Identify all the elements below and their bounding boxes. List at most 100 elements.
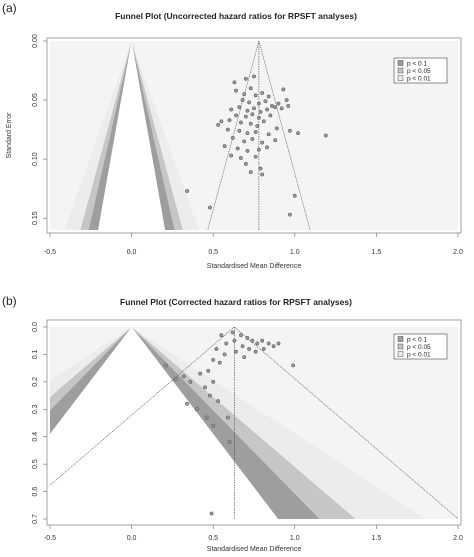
data-point <box>250 137 255 141</box>
data-point <box>247 346 252 351</box>
data-point <box>252 106 256 111</box>
data-point <box>265 107 270 112</box>
data-point <box>232 80 237 85</box>
data-point <box>260 140 265 145</box>
nonsignificant-region <box>98 41 166 230</box>
data-points <box>185 74 328 235</box>
data-point <box>222 352 227 357</box>
data-point <box>245 336 250 340</box>
y-tick-label: 0.00 <box>32 34 39 48</box>
data-point <box>181 374 186 379</box>
data-point <box>211 423 216 428</box>
x-tick-label: 2.0 <box>453 249 463 256</box>
funnel-right-line <box>234 327 458 519</box>
data-point <box>253 93 258 98</box>
data-point <box>258 166 263 171</box>
data-point <box>238 155 243 160</box>
funnel-left-line <box>207 41 260 230</box>
legend-label: p < 0.1 <box>407 336 427 343</box>
data-point <box>225 127 230 132</box>
data-point <box>207 205 212 210</box>
data-point <box>323 133 328 138</box>
y-tick-label: 0.0 <box>32 322 39 332</box>
data-point <box>242 139 247 144</box>
data-point <box>230 135 235 140</box>
panel-a: (a) Funnel Plot (Uncorrected hazard ratio… <box>2 1 463 270</box>
y-tick-label: 0.3 <box>32 404 39 414</box>
legend-label: p < 0.01 <box>407 75 431 82</box>
data-point <box>273 105 278 110</box>
plot-frame <box>46 37 462 234</box>
legend: p < 0.1p < 0.05p < 0.01 <box>393 57 448 84</box>
data-point <box>238 120 243 125</box>
data-point <box>287 128 292 133</box>
data-point <box>163 363 168 368</box>
data-point <box>287 212 292 217</box>
data-point <box>296 131 301 136</box>
y-axis: 0.00 0.05 0.10 0.15 <box>32 34 47 225</box>
contour-band-right <box>131 41 175 230</box>
x-tick-label: 1.5 <box>372 535 382 542</box>
legend-swatch <box>397 343 404 350</box>
data-point <box>242 92 247 97</box>
data-point <box>291 363 296 368</box>
data-point <box>188 379 193 384</box>
legend-swatch <box>397 60 404 66</box>
data-point <box>255 341 260 346</box>
data-point <box>250 338 255 343</box>
legend-swatch <box>397 67 404 74</box>
data-point <box>198 371 203 376</box>
data-point <box>238 333 243 338</box>
data-point <box>268 113 273 118</box>
panel-label: (a) <box>2 1 17 15</box>
data-point <box>202 232 205 235</box>
data-point <box>227 440 232 445</box>
data-point <box>274 126 279 131</box>
funnel-contours <box>50 327 426 519</box>
contour-band-left <box>50 327 132 397</box>
x-tick-label: 0.0 <box>127 535 137 542</box>
data-point <box>206 368 211 373</box>
data-point <box>229 107 234 112</box>
x-tick-label: 0.5 <box>208 249 218 256</box>
x-tick-label: 0.5 <box>208 535 218 542</box>
data-point <box>194 407 199 412</box>
data-point <box>292 193 297 198</box>
contour-band-right <box>131 327 426 519</box>
data-point <box>266 341 271 346</box>
data-point <box>225 415 230 420</box>
data-point <box>219 119 224 124</box>
data-point <box>260 338 265 343</box>
data-point <box>248 86 253 91</box>
data-point <box>216 399 221 404</box>
x-axis: -0.5 0.0 0.5 1.0 1.5 2.0 <box>44 525 463 542</box>
funnel-left-line <box>50 327 235 486</box>
data-point <box>263 99 268 104</box>
legend-swatch <box>397 336 404 342</box>
data-point <box>270 104 274 108</box>
data-point <box>203 385 207 390</box>
data-point <box>243 114 248 119</box>
data-point <box>227 118 232 123</box>
data-point <box>229 153 234 158</box>
legend-label: p < 0.1 <box>407 60 427 67</box>
x-axis-label: Standardised Mean Difference <box>207 263 302 270</box>
data-point <box>247 100 252 105</box>
contour-band-right <box>131 41 199 230</box>
data-point <box>253 349 258 354</box>
y-tick-label: 0.7 <box>32 514 39 524</box>
y-tick-label: 0.1 <box>32 349 39 359</box>
contour-band-right <box>131 327 320 519</box>
data-point <box>240 98 245 103</box>
x-axis: -0.5 0.0 0.5 1.0 1.5 2.0 <box>44 233 463 256</box>
data-point <box>219 333 224 338</box>
chart-title: Funnel Plot (Corrected hazard ratios for… <box>120 297 352 307</box>
data-point <box>245 108 250 113</box>
data-point <box>185 401 190 406</box>
panel-b: (b) Funnel Plot (Corrected hazard ratios … <box>2 294 463 553</box>
legend-label: p < 0.05 <box>407 68 431 75</box>
data-point <box>222 144 227 149</box>
data-point <box>255 124 260 129</box>
y-axis-label: Standard Error <box>6 112 13 159</box>
data-point <box>250 112 255 117</box>
